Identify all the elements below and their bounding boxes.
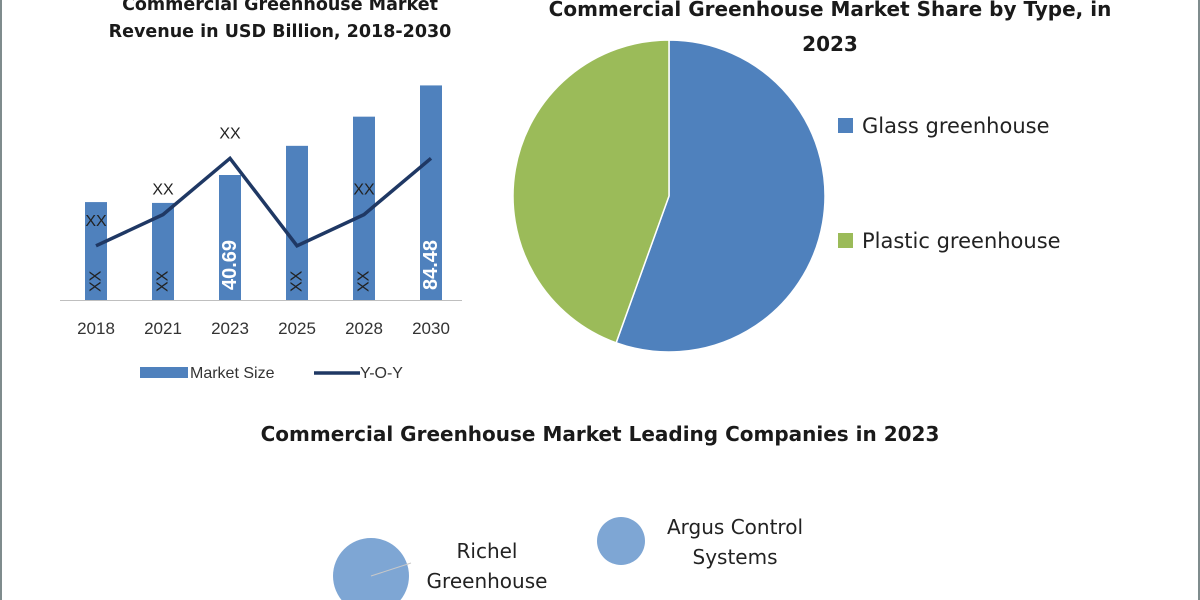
x-tick-label-2023: 2023 <box>211 319 249 338</box>
pie-legend-swatch-plastic-greenhouse <box>838 233 853 248</box>
pie-slice-plastic-greenhouse <box>512 39 670 344</box>
x-tick-label-2025: 2025 <box>278 319 316 338</box>
revenue-chart-title: Commercial Greenhouse Market Revenue in … <box>108 0 452 42</box>
x-tick-label-2030: 2030 <box>412 319 450 338</box>
pie-legend-label-plastic-greenhouse: Plastic greenhouse <box>862 229 1061 253</box>
company-label-argus: Argus Control Systems <box>667 515 803 569</box>
bubble-richel-greenhouse <box>333 538 409 600</box>
company-label-richel: Richel Greenhouse <box>426 539 548 593</box>
legend-yoy-label: Y-O-Y <box>360 365 403 382</box>
bar-market-size-2018 <box>85 202 107 300</box>
x-tick-label-2028: 2028 <box>345 319 383 338</box>
x-tick-label-2021: 2021 <box>144 319 182 338</box>
bar-market-size-2030 <box>420 85 442 301</box>
yoy-data-label-2018: XX <box>85 213 107 230</box>
pie-chart-title: Commercial Greenhouse Market Share by Ty… <box>548 0 1112 56</box>
yoy-data-label-2028: XX <box>353 182 375 199</box>
pie-slice-glass-greenhouse <box>615 39 826 353</box>
bar-market-size-2025 <box>286 145 308 300</box>
yoy-data-label-2021: XX <box>152 182 174 199</box>
bar-data-label-2018: XX <box>88 270 105 292</box>
bar-data-label-2023: 40.69 <box>219 240 241 290</box>
yoy-line <box>95 155 433 249</box>
bar-data-label-2028: XX <box>356 270 373 292</box>
bubble-argus-control-systems <box>597 517 645 565</box>
bar-market-size-2021 <box>152 202 174 300</box>
legend-market-size-label: Market Size <box>190 365 275 382</box>
revenue-bar-chart: XX 2018 XX 2021 40.69 2023 XX 2025 XX 2028 84.48 20… <box>60 85 462 382</box>
type-share-pie-chart: Glass greenhouse Plastic greenhouse <box>512 39 1061 353</box>
bar-data-label-2030: 84.48 <box>420 240 442 290</box>
bar-market-size-2023 <box>219 175 241 300</box>
bar-data-label-2025: XX <box>289 270 306 292</box>
x-tick-label-2018: 2018 <box>77 319 115 338</box>
bar-data-label-2021: XX <box>155 270 172 292</box>
bubble-leader-line-richel <box>370 562 412 577</box>
pie-legend-label-glass-greenhouse: Glass greenhouse <box>862 114 1050 138</box>
pie-legend-swatch-glass-greenhouse <box>838 118 853 133</box>
bar-market-size-2028 <box>353 116 375 301</box>
legend-market-size-swatch <box>140 367 188 378</box>
leading-companies-bubbles <box>333 517 645 600</box>
yoy-data-label-2023: XX <box>219 125 241 142</box>
companies-chart-title: Commercial Greenhouse Market Leading Com… <box>260 422 940 446</box>
